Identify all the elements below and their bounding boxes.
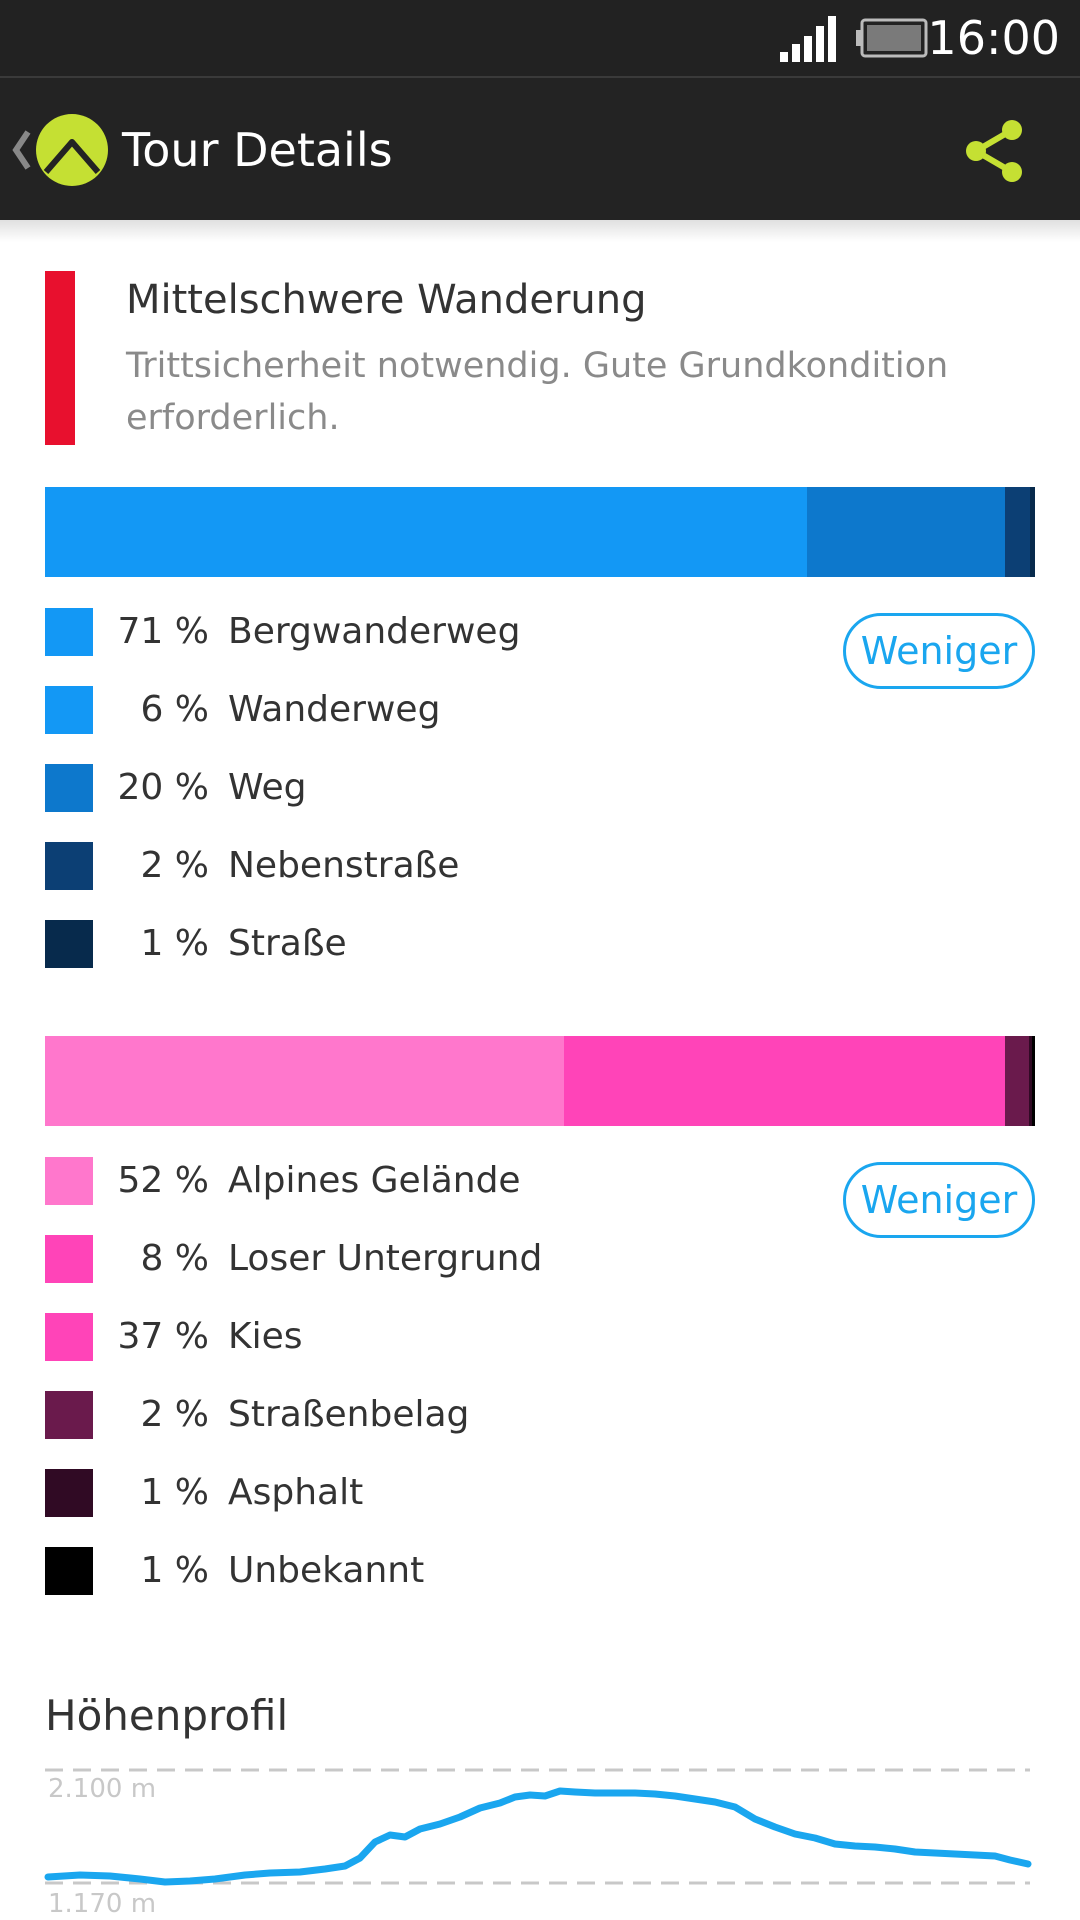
surface-legend: 52 % Alpines Gelände 8 % Loser Untergrund 37… bbox=[45, 1143, 1035, 1611]
way-types-less-button[interactable]: Weniger bbox=[843, 613, 1035, 689]
legend-swatch bbox=[45, 1469, 93, 1517]
legend-item: 1 % Unbekannt bbox=[45, 1533, 1035, 1611]
elevation-profile-title: Höhenprofil bbox=[45, 1691, 289, 1740]
app-bar: Tour Details bbox=[0, 76, 1080, 220]
legend-percent: 37 % bbox=[117, 1316, 209, 1357]
legend-swatch bbox=[45, 1235, 93, 1283]
legend-label: Straße bbox=[228, 923, 347, 964]
page-title: Tour Details bbox=[122, 123, 393, 177]
legend-label: Kies bbox=[228, 1316, 303, 1357]
way-type-bar bbox=[45, 487, 1035, 577]
legend-item: 20 % Weg bbox=[45, 750, 1035, 828]
legend-swatch bbox=[45, 1547, 93, 1595]
legend-percent: 1 % bbox=[140, 1472, 209, 1513]
status-time: 16:00 bbox=[927, 11, 1060, 65]
difficulty-title: Mittelschwere Wanderung bbox=[126, 277, 647, 323]
legend-percent: 71 % bbox=[117, 611, 209, 652]
legend-swatch bbox=[45, 686, 93, 734]
way-type-legend: 71 % Bergwanderweg 6 % Wanderweg 20 % Weg 2 % N… bbox=[45, 594, 1035, 984]
legend-swatch bbox=[45, 842, 93, 890]
surfaces-less-button[interactable]: Weniger bbox=[843, 1162, 1035, 1238]
legend-label: Nebenstraße bbox=[228, 845, 460, 886]
legend-item: 52 % Alpines Gelände bbox=[45, 1143, 1035, 1221]
legend-label: Unbekannt bbox=[228, 1550, 425, 1591]
surface-bar-segment bbox=[1032, 1036, 1035, 1126]
legend-percent: 2 % bbox=[140, 845, 209, 886]
difficulty-description: Trittsicherheit notwendig. Gute Grundkon… bbox=[126, 346, 949, 438]
legend-item: 8 % Loser Untergrund bbox=[45, 1221, 1035, 1299]
legend-percent: 8 % bbox=[140, 1238, 209, 1279]
elevation-min-label: 1.170 m bbox=[48, 1889, 156, 1919]
surface-bar-segment bbox=[1029, 1036, 1032, 1126]
back-chevron-icon[interactable] bbox=[10, 118, 34, 182]
legend-label: Asphalt bbox=[228, 1472, 364, 1513]
elevation-profile-line bbox=[44, 1787, 1032, 1886]
surface-bar-segment bbox=[1005, 1036, 1030, 1126]
legend-label: Bergwanderweg bbox=[228, 611, 521, 652]
legend-label: Alpines Gelände bbox=[228, 1160, 521, 1201]
elevation-profile-chart: 2.100 m 1.170 m bbox=[44, 1768, 1032, 1919]
legend-percent: 52 % bbox=[117, 1160, 209, 1201]
legend-swatch bbox=[45, 608, 93, 656]
signal-icon bbox=[780, 16, 836, 62]
app-logo-icon[interactable] bbox=[36, 114, 108, 186]
legend-percent: 1 % bbox=[140, 923, 209, 964]
legend-label: Straßenbelag bbox=[228, 1394, 470, 1435]
legend-percent: 20 % bbox=[117, 767, 209, 808]
legend-item: 1 % Asphalt bbox=[45, 1455, 1035, 1533]
status-bar: 16:00 bbox=[0, 0, 1080, 76]
way-type-bar-segment bbox=[807, 487, 1006, 577]
legend-label: Weg bbox=[228, 767, 307, 808]
legend-item: 37 % Kies bbox=[45, 1299, 1035, 1377]
legend-swatch bbox=[45, 764, 93, 812]
way-type-bar-segment bbox=[45, 487, 808, 577]
way-type-bar-segment bbox=[1030, 487, 1035, 577]
share-icon[interactable] bbox=[960, 116, 1030, 186]
difficulty-indicator bbox=[45, 271, 75, 445]
legend-swatch bbox=[45, 1313, 93, 1361]
legend-item: 1 % Straße bbox=[45, 906, 1035, 984]
legend-swatch bbox=[45, 1157, 93, 1205]
legend-item: 6 % Wanderweg bbox=[45, 672, 1035, 750]
legend-percent: 2 % bbox=[140, 1394, 209, 1435]
legend-label: Wanderweg bbox=[228, 689, 441, 730]
surface-bar-segment bbox=[45, 1036, 564, 1126]
elevation-max-label: 2.100 m bbox=[48, 1774, 156, 1804]
surface-bar bbox=[45, 1036, 1035, 1126]
legend-item: 71 % Bergwanderweg bbox=[45, 594, 1035, 672]
legend-percent: 6 % bbox=[140, 689, 209, 730]
legend-label: Loser Untergrund bbox=[228, 1238, 543, 1279]
legend-item: 2 % Straßenbelag bbox=[45, 1377, 1035, 1455]
legend-swatch bbox=[45, 1391, 93, 1439]
legend-percent: 1 % bbox=[140, 1550, 209, 1591]
surface-bar-segment bbox=[563, 1036, 1006, 1126]
legend-swatch bbox=[45, 920, 93, 968]
app-bar-shadow bbox=[0, 220, 1080, 242]
legend-item: 2 % Nebenstraße bbox=[45, 828, 1035, 906]
battery-icon bbox=[856, 18, 928, 58]
way-type-bar-segment bbox=[1005, 487, 1031, 577]
